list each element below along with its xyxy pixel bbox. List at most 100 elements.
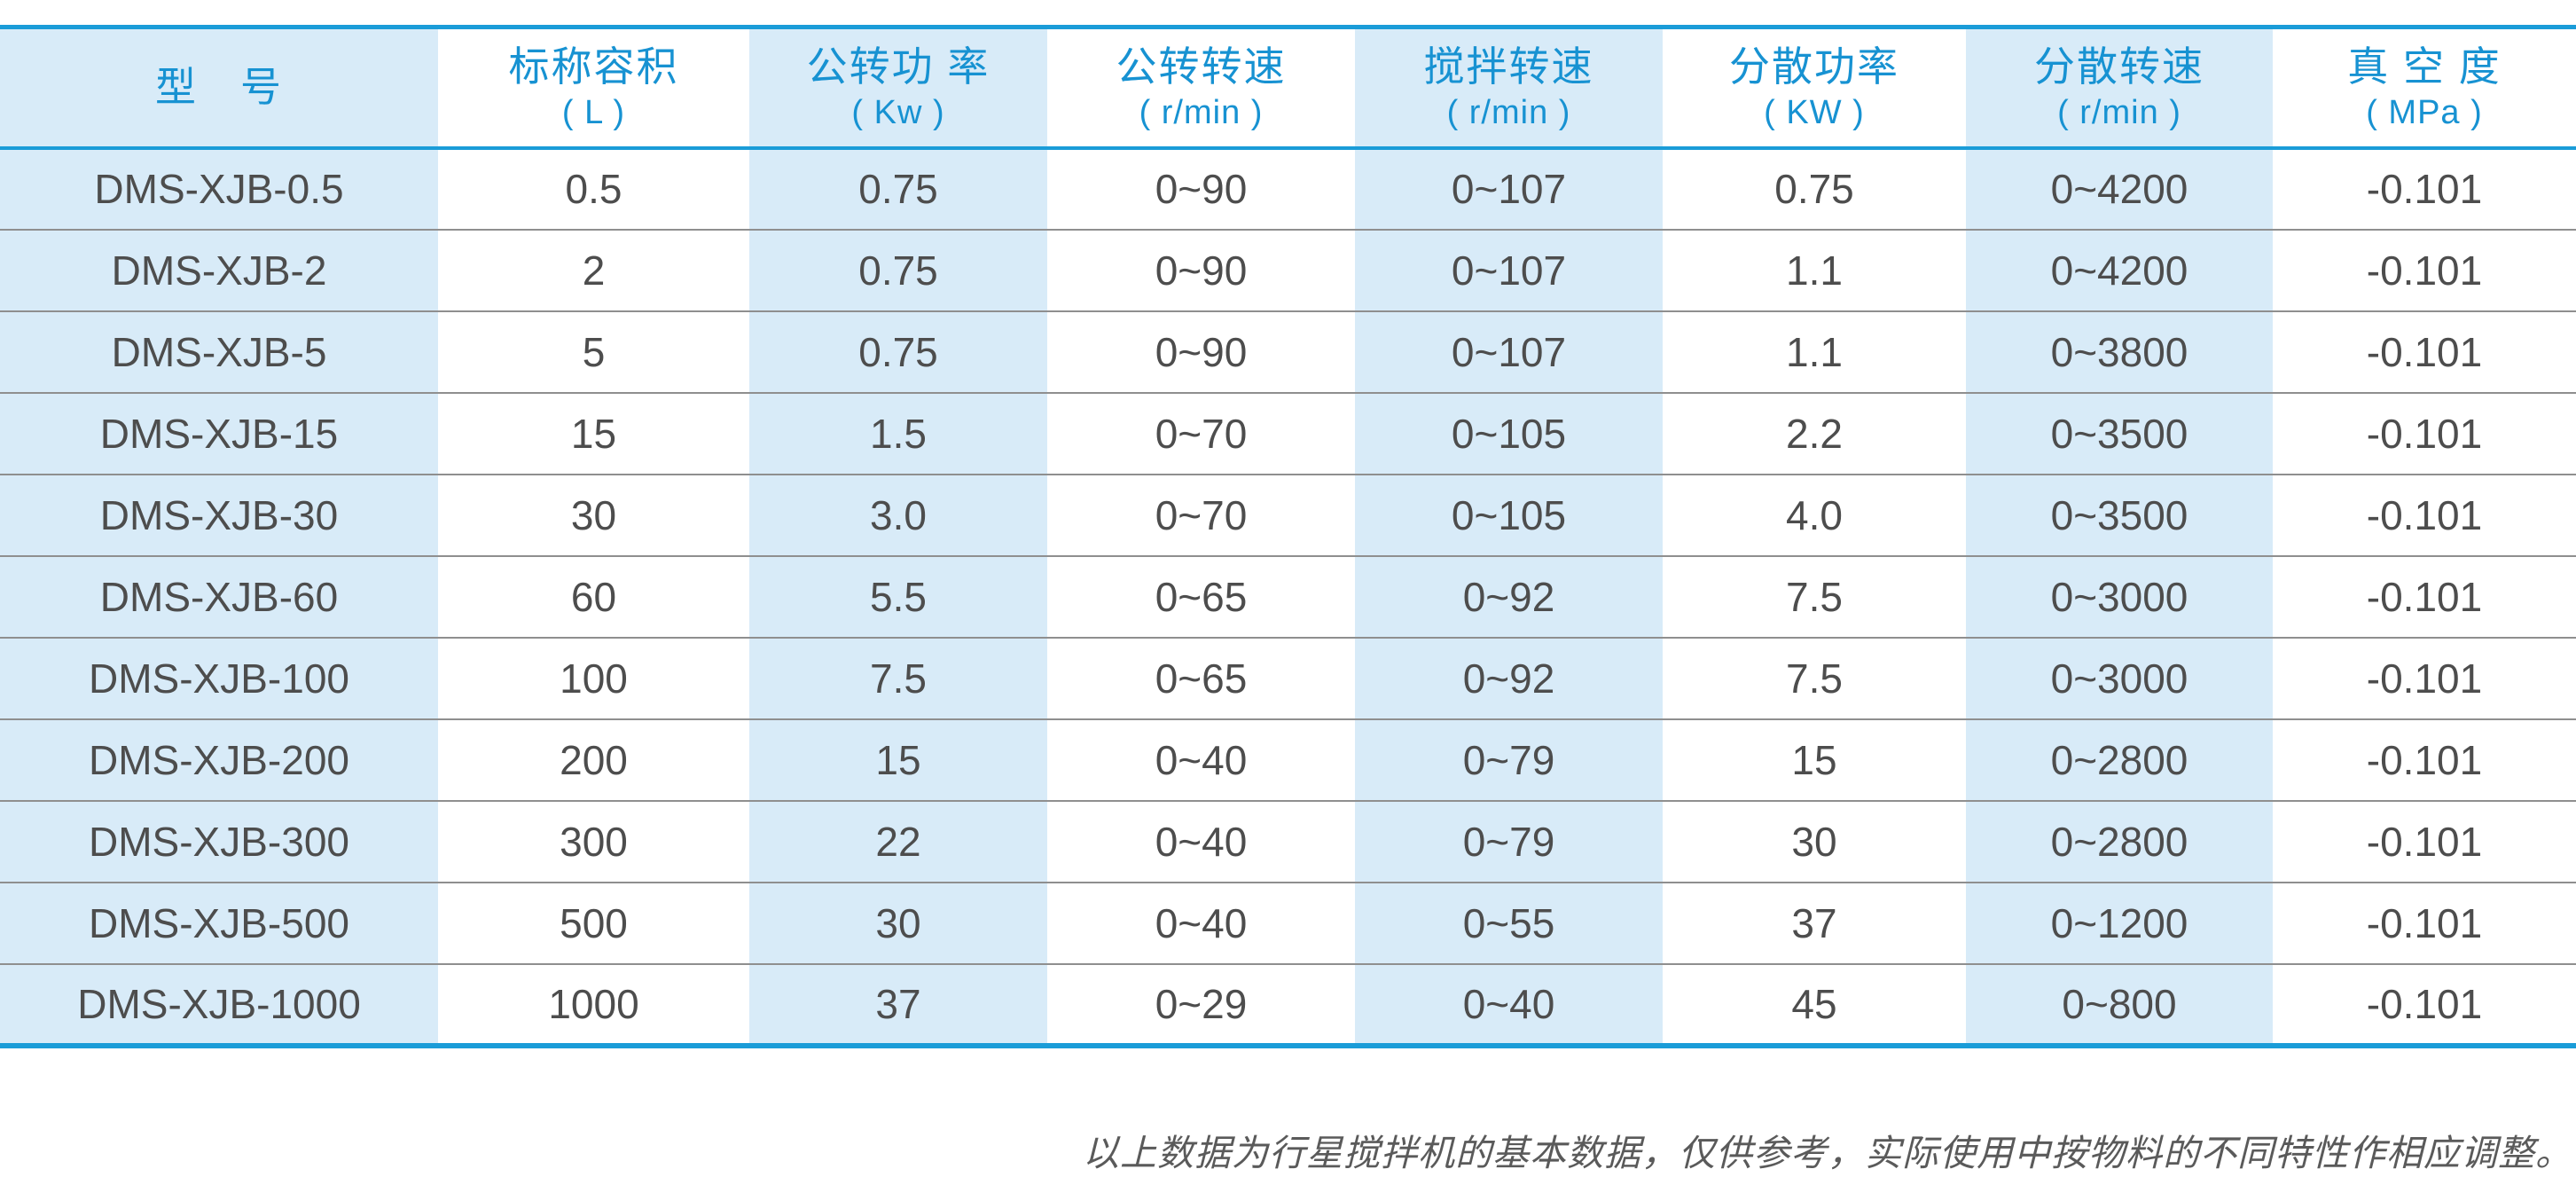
column-unit: ( r/min ) [2057, 94, 2181, 132]
value-cell: 0.75 [1774, 166, 1854, 212]
table-row: DMS-XJB-15 15 1.5 0~70 0~105 2.2 0~3500 -0.101 [0, 391, 2576, 475]
column-unit: ( KW ) [1764, 94, 1865, 132]
value-cell: -0.101 [2273, 554, 2576, 638]
value-cell: 45 [1663, 962, 1966, 1046]
value-cell: 60 [438, 554, 749, 638]
column-title: 标称容积 [508, 43, 679, 90]
model-cell: DMS-XJB-100 [0, 636, 438, 719]
value-cell: 0~70 [1047, 391, 1355, 475]
value-cell: 0~107 [1355, 228, 1663, 311]
value-cell: 0~79 [1355, 718, 1663, 801]
value-cell: 0~1200 [1966, 881, 2273, 964]
value-cell: 0~92 [1355, 554, 1663, 638]
value-cell: 0~107 [1355, 310, 1663, 393]
value-cell: -0.101 [2273, 310, 2576, 393]
value-cell: 0~70 [1047, 473, 1355, 556]
value-cell: 15 [438, 391, 749, 475]
value-cell: 0~40 [1355, 962, 1663, 1046]
value-cell: -0.101 [2273, 636, 2576, 719]
value-cell: -0.101 [2273, 962, 2576, 1046]
value-cell: 0~40 [1047, 799, 1355, 883]
value-cell: 0~800 [1966, 962, 2273, 1046]
column-unit: ( Kw ) [851, 94, 945, 132]
footnote: 以上数据为行星搅拌机的基本数据，仅供参考，实际使用中按物料的不同特性作相应调整。 [1083, 1133, 2572, 1173]
value-cell: -0.101 [2273, 228, 2576, 311]
column-title: 分散转速 [2034, 43, 2204, 90]
value-cell: 0~65 [1047, 636, 1355, 719]
table-row: DMS-XJB-1000 1000 37 0~29 0~40 45 0~800 -0.101 [0, 962, 2576, 1046]
value-cell: 0~3800 [1966, 310, 2273, 393]
value-cell: 300 [438, 799, 749, 883]
value-cell: 200 [438, 718, 749, 801]
column-header: 公转转速 ( r/min ) [1047, 27, 1355, 150]
model-cell: DMS-XJB-2 [0, 228, 438, 311]
value-cell: 0~90 [1047, 310, 1355, 393]
column-header: 公转功 率 ( Kw ) [749, 27, 1047, 150]
table-row: DMS-XJB-100 100 7.5 0~65 0~92 7.5 0~3000 -0.101 [0, 636, 2576, 719]
table-row: DMS-XJB-300 300 22 0~40 0~79 30 0~2800 -0.101 [0, 799, 2576, 883]
value-cell: 30 [749, 881, 1047, 964]
value-cell: 0~55 [1355, 881, 1663, 964]
table-body: DMS-XJB-0.5 0.5 0.75 0~90 0~107 0.75 0~4200 -0.… [0, 147, 2576, 1046]
table-row: DMS-XJB-30 30 3.0 0~70 0~105 4.0 0~3500 -0.101 [0, 473, 2576, 556]
value-cell: 5.5 [749, 554, 1047, 638]
model-cell: DMS-XJB-0.5 [0, 147, 438, 230]
table-row: DMS-XJB-500 500 30 0~40 0~55 37 0~1200 -0.101 [0, 881, 2576, 964]
column-title: 真 空 度 [2347, 43, 2502, 90]
column-header: 真 空 度 ( MPa ) [2273, 27, 2576, 150]
value-cell: 1.1 [1663, 228, 1966, 311]
model-cell: DMS-XJB-5 [0, 310, 438, 393]
value-cell: 15 [1663, 718, 1966, 801]
value-cell: 0~2800 [1966, 718, 2273, 801]
value-cell: -0.101 [2273, 391, 2576, 475]
value-cell: 0~107 [1355, 147, 1663, 230]
value-cell: 7.5 [749, 636, 1047, 719]
value-cell: 37 [749, 962, 1047, 1046]
spec-table: 型 号标称容积( L ) 公转功 率( Kw ) 公转转速( r/min ) 搅拌转速… [0, 25, 2576, 1048]
value-cell: 100 [438, 636, 749, 719]
model-cell: DMS-XJB-30 [0, 473, 438, 556]
value-cell: 30 [1663, 799, 1966, 883]
column-title: 公转功 率 [806, 43, 990, 90]
value-cell: -0.101 [2273, 473, 2576, 556]
value-cell: 5 [438, 310, 749, 393]
column-header: 搅拌转速 ( r/min ) [1355, 27, 1663, 150]
table-header: 型 号标称容积( L ) 公转功 率( Kw ) 公转转速( r/min ) 搅拌转速… [0, 27, 2576, 150]
table-row: DMS-XJB-5 5 0.75 0~90 0~107 1.1 0~3800 -0.101 [0, 310, 2576, 393]
value-cell: 7.5 [1663, 554, 1966, 638]
value-cell: 0.5 [565, 166, 622, 212]
value-cell: 0~90 [1155, 166, 1248, 212]
value-cell: -0.101 [2273, 718, 2576, 801]
table-row: DMS-XJB-200 200 15 0~40 0~79 15 0~2800 -0.101 [0, 718, 2576, 801]
value-cell: 500 [438, 881, 749, 964]
column-header: 分散转速 ( r/min ) [1966, 27, 2273, 150]
value-cell: 0~3000 [1966, 636, 2273, 719]
value-cell: 7.5 [1663, 636, 1966, 719]
value-cell: 0~29 [1047, 962, 1355, 1046]
value-cell: 0~92 [1355, 636, 1663, 719]
header-row: 型 号标称容积( L ) 公转功 率( Kw ) 公转转速( r/min ) 搅拌转速… [0, 27, 2576, 150]
value-cell: 1.1 [1663, 310, 1966, 393]
value-cell: 0~4200 [1966, 147, 2273, 230]
value-cell: 0~40 [1047, 718, 1355, 801]
value-cell: 0~3500 [1966, 391, 2273, 475]
value-cell: 0~4200 [1966, 228, 2273, 311]
value-cell: 0~105 [1355, 473, 1663, 556]
column-unit: ( r/min ) [1139, 94, 1264, 132]
column-unit: ( r/min ) [1446, 94, 1571, 132]
column-title: 分散功率 [1729, 43, 1899, 90]
table-row: DMS-XJB-0.5 0.5 0.75 0~90 0~107 0.75 0~4200 -0.… [0, 147, 2576, 230]
value-cell: 0~3000 [1966, 554, 2273, 638]
value-cell: 0~90 [1047, 228, 1355, 311]
value-cell: 37 [1663, 881, 1966, 964]
value-cell: 0~40 [1047, 881, 1355, 964]
value-cell: 0~3500 [1966, 473, 2273, 556]
value-cell: 15 [749, 718, 1047, 801]
model-cell: DMS-XJB-1000 [0, 962, 438, 1046]
column-header: 型 号 [0, 27, 438, 150]
model-cell: DMS-XJB-200 [0, 718, 438, 801]
column-header: 标称容积 ( L ) [438, 27, 749, 150]
column-title: 公转转速 [1116, 43, 1287, 90]
value-cell: 22 [749, 799, 1047, 883]
value-cell: 2 [438, 228, 749, 311]
